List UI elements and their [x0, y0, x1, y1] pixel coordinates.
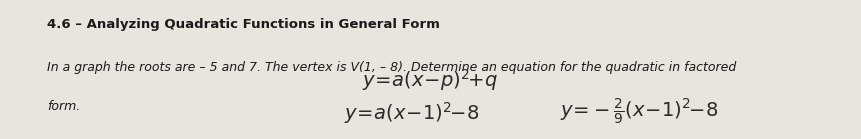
Text: 4.6 – Analyzing Quadratic Functions in General Form: 4.6 – Analyzing Quadratic Functions in G… [47, 18, 440, 31]
Text: $y\!=\!a(x\!-\!p)^2\!\!+\!q$: $y\!=\!a(x\!-\!p)^2\!\!+\!q$ [362, 67, 498, 93]
Text: $y\!=\!a(x\!-\!1)^2\!\!-\!8$: $y\!=\!a(x\!-\!1)^2\!\!-\!8$ [344, 100, 480, 126]
Text: In a graph the roots are – 5 and 7. The vertex is V(1, – 8). Determine an equati: In a graph the roots are – 5 and 7. The … [47, 61, 737, 74]
Text: $y\!=\!-\frac{2}{9}(x\!-\!1)^2\!\!-\!8$: $y\!=\!-\frac{2}{9}(x\!-\!1)^2\!\!-\!8$ [560, 97, 718, 127]
Text: form.: form. [47, 100, 81, 113]
